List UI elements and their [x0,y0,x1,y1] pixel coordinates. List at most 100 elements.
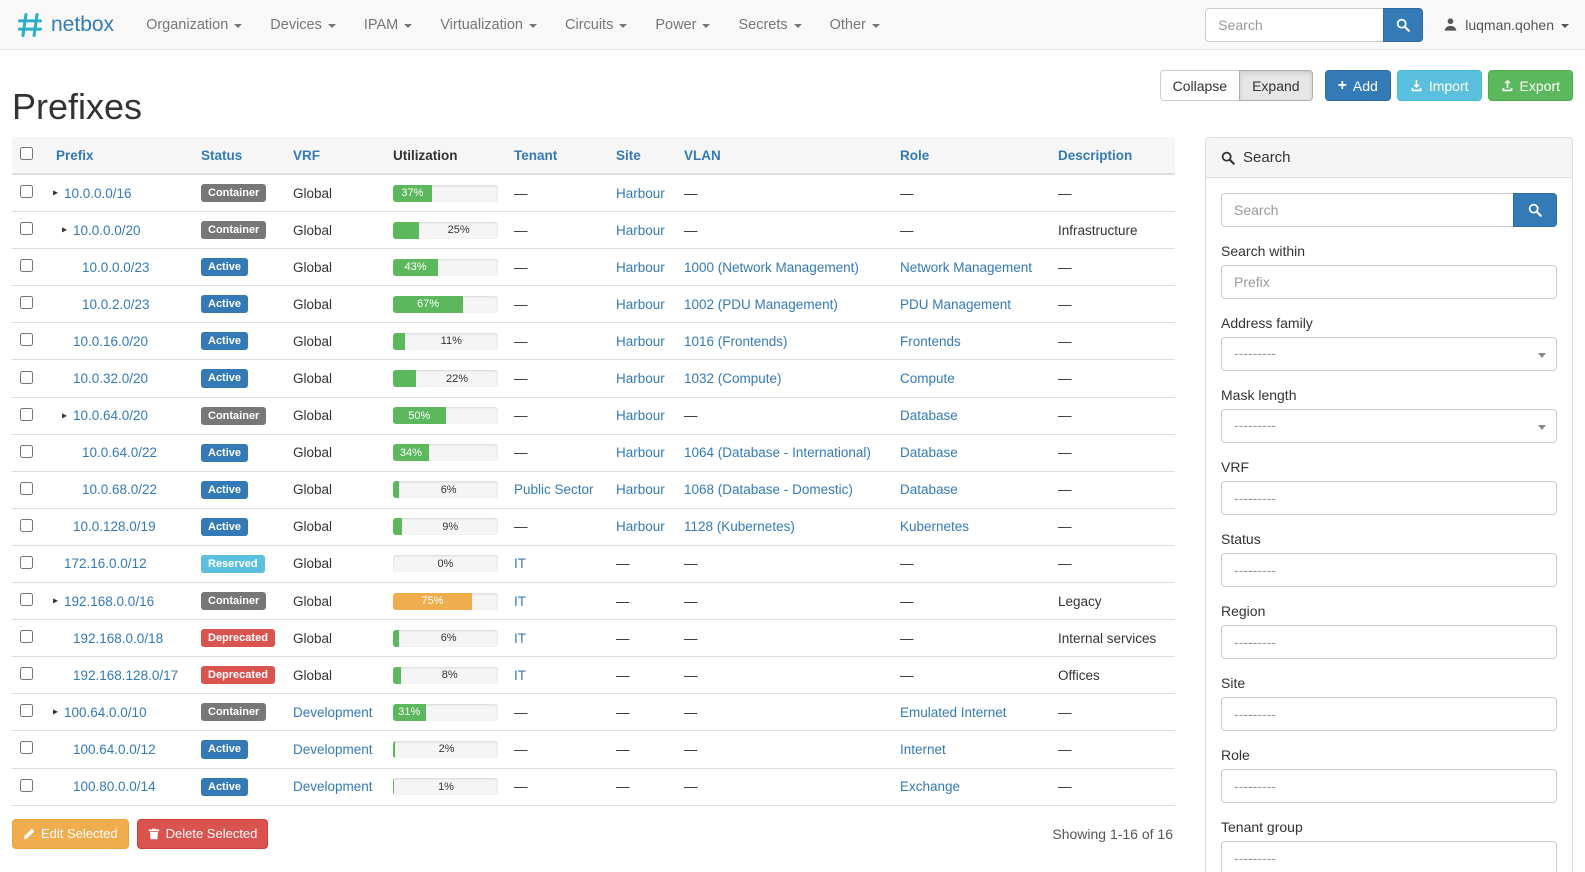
row-checkbox[interactable] [20,593,33,607]
site-link[interactable]: Harbour [616,333,665,349]
import-button[interactable]: Import [1396,70,1482,101]
row-checkbox[interactable] [20,259,33,273]
prefix-link[interactable]: 10.0.64.0/22 [82,445,158,461]
expand-button[interactable]: Expand [1239,70,1313,101]
prefix-link[interactable]: 192.168.128.0/17 [73,667,179,683]
nav-menu-virtualization[interactable]: Virtualization [426,0,551,50]
vrf-link[interactable]: Development [293,704,373,720]
filter-input-vrf[interactable] [1221,481,1557,515]
vlan-link[interactable]: 1068 (Database - Domestic) [684,482,853,498]
row-checkbox[interactable] [20,370,33,384]
row-checkbox[interactable] [20,185,33,199]
row-checkbox[interactable] [20,407,33,421]
filter-input-role[interactable] [1221,769,1557,803]
netbox-logo[interactable]: netbox [16,11,114,39]
prefix-link[interactable]: 10.0.128.0/19 [73,519,156,535]
expand-arrow-icon[interactable]: ▸ [62,409,68,421]
vlan-link[interactable]: 1064 (Database - International) [684,445,871,461]
col-header-tenant[interactable]: Tenant [506,137,608,175]
site-link[interactable]: Harbour [616,259,665,275]
prefix-link[interactable]: 100.64.0.0/12 [73,741,156,757]
nav-menu-circuits[interactable]: Circuits [551,0,641,50]
column-sort-link[interactable]: Tenant [514,147,558,163]
column-sort-link[interactable]: Site [616,147,641,163]
delete-selected-button[interactable]: Delete Selected [136,818,269,849]
column-sort-link[interactable]: Prefix [56,147,94,163]
role-link[interactable]: Exchange [900,779,961,795]
vrf-link[interactable]: Development [293,779,373,795]
expand-arrow-icon[interactable]: ▸ [62,224,68,236]
site-link[interactable]: Harbour [616,519,665,535]
prefix-link[interactable]: 10.0.64.0/20 [73,408,149,424]
column-sort-link[interactable]: VRF [293,147,320,163]
tenant-link[interactable]: IT [514,556,526,572]
prefix-link[interactable]: 172.16.0.0/12 [64,556,147,572]
prefix-link[interactable]: 192.168.0.0/16 [64,593,155,609]
row-checkbox[interactable] [20,444,33,458]
site-link[interactable]: Harbour [616,371,665,387]
row-checkbox[interactable] [20,630,33,644]
user-menu[interactable]: luqman.qohen [1443,17,1569,33]
prefix-link[interactable]: 10.0.0.0/23 [82,259,150,275]
filter-input-site[interactable] [1221,697,1557,731]
role-link[interactable]: Database [900,408,958,424]
column-sort-link[interactable]: VLAN [684,147,721,163]
role-link[interactable]: PDU Management [900,296,1012,312]
nav-menu-other[interactable]: Other [816,0,894,50]
nav-menu-power[interactable]: Power [641,0,724,50]
row-checkbox[interactable] [20,704,33,718]
prefix-link[interactable]: 10.0.0.0/20 [73,222,141,238]
role-link[interactable]: Frontends [900,333,961,349]
vlan-link[interactable]: 1016 (Frontends) [684,333,788,349]
export-button[interactable]: Export [1487,70,1573,101]
col-header-prefix[interactable]: Prefix [48,137,193,175]
navbar-search-button[interactable] [1383,7,1424,42]
nav-menu-devices[interactable]: Devices [256,0,350,50]
prefix-link[interactable]: 10.0.68.0/22 [82,482,158,498]
prefix-link[interactable]: 10.0.16.0/20 [73,333,149,349]
prefix-link[interactable]: 10.0.2.0/23 [82,296,150,312]
site-link[interactable]: Harbour [616,408,665,424]
add-button[interactable]: + Add [1324,70,1391,101]
vlan-link[interactable]: 1128 (Kubernetes) [684,519,795,535]
row-checkbox[interactable] [20,296,33,310]
filter-input-search-within[interactable] [1221,265,1557,299]
prefix-link[interactable]: 10.0.32.0/20 [73,371,149,387]
expand-arrow-icon[interactable]: ▸ [53,187,59,199]
role-link[interactable]: Kubernetes [900,519,970,535]
column-sort-link[interactable]: Status [201,147,243,163]
column-sort-link[interactable]: Role [900,147,930,163]
row-checkbox[interactable] [20,555,33,569]
role-link[interactable]: Network Management [900,259,1033,275]
row-checkbox[interactable] [20,667,33,681]
prefix-link[interactable]: 100.64.0.0/10 [64,704,147,720]
vlan-link[interactable]: 1000 (Network Management) [684,259,859,275]
role-link[interactable]: Internet [900,741,946,757]
role-link[interactable]: Compute [900,371,955,387]
site-link[interactable]: Harbour [616,482,665,498]
row-checkbox[interactable] [20,741,33,755]
filter-input-region[interactable] [1221,625,1557,659]
nav-menu-secrets[interactable]: Secrets [724,0,815,50]
row-checkbox[interactable] [20,333,33,347]
row-checkbox[interactable] [20,778,33,792]
select-all-checkbox[interactable] [20,147,33,160]
nav-menu-organization[interactable]: Organization [132,0,256,50]
collapse-button[interactable]: Collapse [1159,70,1241,101]
site-link[interactable]: Harbour [616,185,665,201]
role-link[interactable]: Emulated Internet [900,704,1007,720]
role-link[interactable]: Database [900,482,958,498]
edit-selected-button[interactable]: Edit Selected [12,818,129,849]
filter-select-mask-length[interactable]: --------- [1221,409,1557,443]
col-header-role[interactable]: Role [892,137,1050,175]
col-header-vlan[interactable]: VLAN [676,137,892,175]
col-header-site[interactable]: Site [608,137,676,175]
tenant-link[interactable]: IT [514,593,526,609]
expand-arrow-icon[interactable]: ▸ [53,595,59,607]
vlan-link[interactable]: 1032 (Compute) [684,371,782,387]
row-checkbox[interactable] [20,481,33,495]
filter-input-status[interactable] [1221,553,1557,587]
role-link[interactable]: Database [900,445,958,461]
tenant-link[interactable]: IT [514,667,526,683]
row-checkbox[interactable] [20,222,33,236]
